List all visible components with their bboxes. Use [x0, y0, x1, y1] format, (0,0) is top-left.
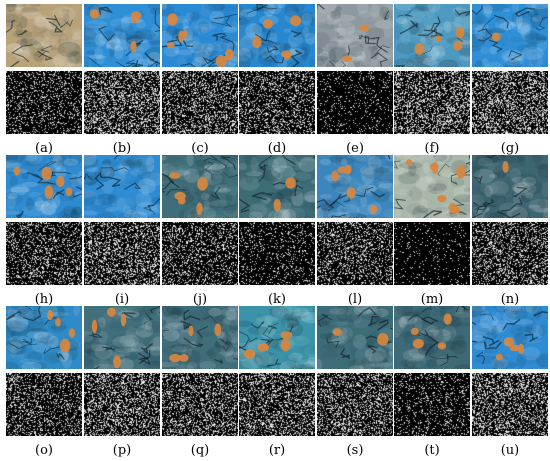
panel: (c)	[162, 4, 238, 156]
change-mask	[317, 222, 393, 285]
overlay-image	[239, 155, 315, 218]
change-mask	[162, 373, 238, 436]
change-mask	[6, 373, 82, 436]
panel: (u)	[472, 306, 548, 458]
overlay-image	[317, 155, 393, 218]
panel-label: (t)	[424, 443, 440, 458]
panel: (g)	[472, 4, 548, 156]
panel: (r)	[239, 306, 315, 458]
panel-label: (f)	[424, 141, 440, 156]
panel-label: (i)	[114, 292, 130, 307]
panel-label: (q)	[190, 443, 210, 458]
panel-label: (d)	[267, 141, 287, 156]
overlay-image	[84, 306, 160, 369]
panel-label: (c)	[191, 141, 209, 156]
panel: (i)	[84, 155, 160, 307]
panel: (h)	[6, 155, 82, 307]
panel-label: (e)	[346, 141, 364, 156]
change-mask	[472, 373, 548, 436]
panel: (q)	[162, 306, 238, 458]
panel-label: (s)	[346, 443, 364, 458]
overlay-image	[84, 4, 160, 67]
panel-label: (j)	[192, 292, 208, 307]
panel: (o)	[6, 306, 82, 458]
overlay-image	[394, 155, 470, 218]
change-mask	[317, 71, 393, 134]
overlay-image	[6, 155, 82, 218]
overlay-image	[6, 306, 82, 369]
panel-label: (o)	[35, 443, 53, 458]
overlay-image	[162, 155, 238, 218]
panel: (j)	[162, 155, 238, 307]
panel: (d)	[239, 4, 315, 156]
panel-label: (l)	[347, 292, 363, 307]
panel-label: (r)	[268, 443, 286, 458]
change-mask	[394, 71, 470, 134]
overlay-image	[239, 4, 315, 67]
overlay-image	[317, 306, 393, 369]
panel-label: (a)	[35, 141, 53, 156]
change-mask	[6, 71, 82, 134]
change-mask	[84, 222, 160, 285]
change-mask	[472, 71, 548, 134]
panel: (l)	[317, 155, 393, 307]
panel: (k)	[239, 155, 315, 307]
panel: (a)	[6, 4, 82, 156]
panel: (t)	[394, 306, 470, 458]
overlay-image	[239, 306, 315, 369]
change-mask	[394, 373, 470, 436]
panel: (m)	[394, 155, 470, 307]
overlay-image	[317, 4, 393, 67]
panel-label: (p)	[112, 443, 132, 458]
overlay-image	[394, 306, 470, 369]
overlay-image	[162, 306, 238, 369]
panel: (s)	[317, 306, 393, 458]
overlay-image	[472, 4, 548, 67]
panel-label: (m)	[420, 292, 444, 307]
overlay-image	[84, 155, 160, 218]
change-mask	[162, 71, 238, 134]
panel-label: (u)	[500, 443, 520, 458]
overlay-image	[394, 4, 470, 67]
panel: (b)	[84, 4, 160, 156]
overlay-image	[472, 155, 548, 218]
panel: (n)	[472, 155, 548, 307]
change-mask	[239, 373, 315, 436]
change-mask	[239, 71, 315, 134]
overlay-image	[6, 4, 82, 67]
panel: (e)	[317, 4, 393, 156]
panel-label: (n)	[500, 292, 520, 307]
change-mask	[162, 222, 238, 285]
panel: (f)	[394, 4, 470, 156]
overlay-image	[162, 4, 238, 67]
change-mask	[84, 373, 160, 436]
change-mask	[472, 222, 548, 285]
change-mask	[394, 222, 470, 285]
change-mask	[317, 373, 393, 436]
panel-label: (b)	[112, 141, 132, 156]
change-mask	[239, 222, 315, 285]
change-mask	[84, 71, 160, 134]
panel-label: (h)	[34, 292, 54, 307]
panel: (p)	[84, 306, 160, 458]
overlay-image	[472, 306, 548, 369]
panel-label: (k)	[267, 292, 287, 307]
change-mask	[6, 222, 82, 285]
panel-label: (g)	[500, 141, 520, 156]
